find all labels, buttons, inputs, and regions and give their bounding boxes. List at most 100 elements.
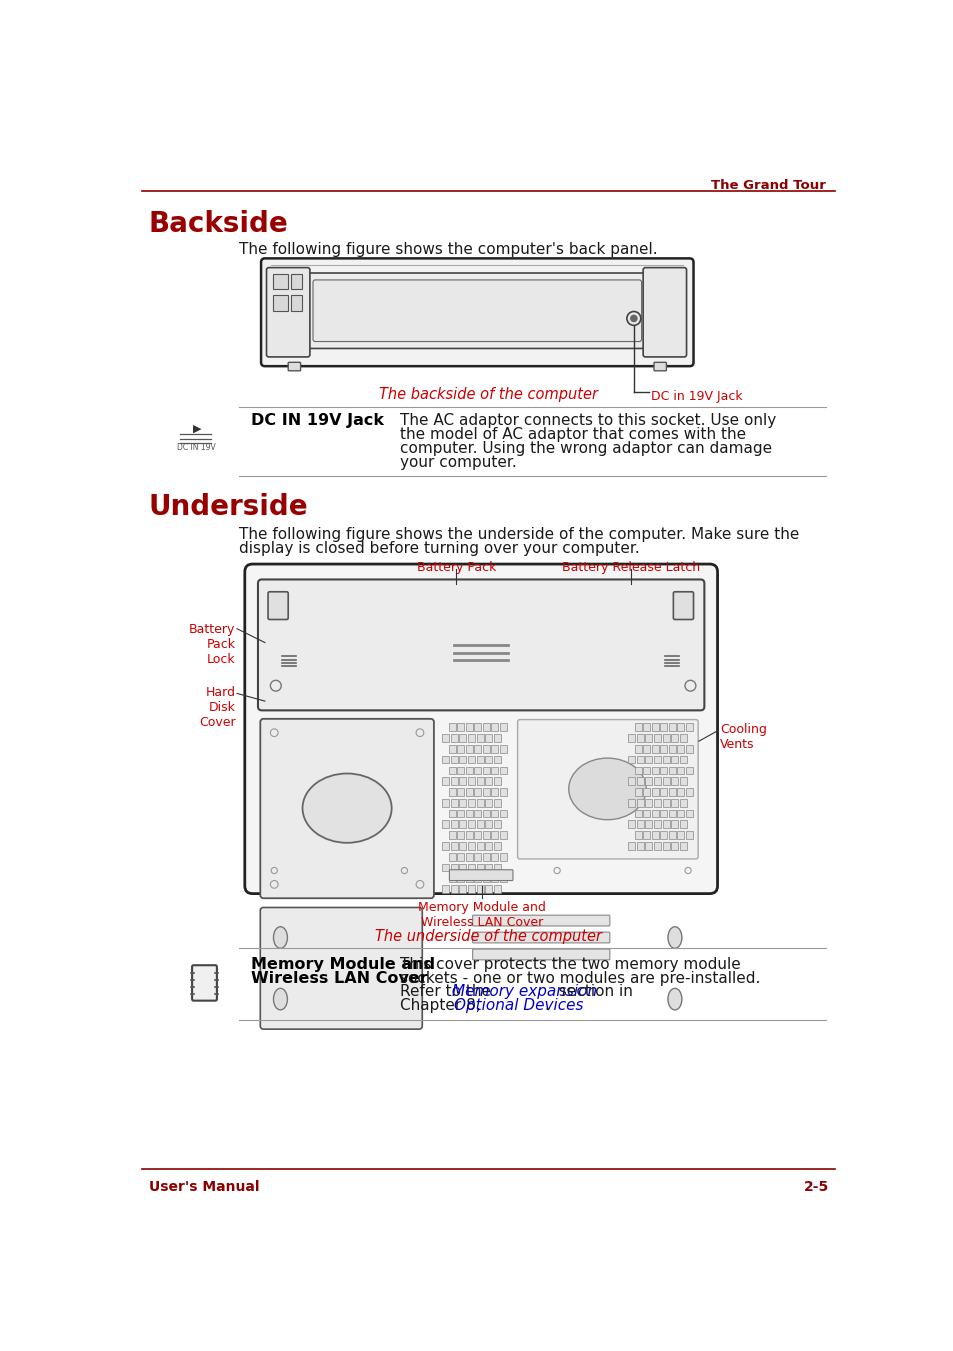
Bar (661, 777, 669, 785)
Bar (642, 788, 649, 796)
Bar (659, 788, 666, 796)
Text: section in: section in (554, 985, 632, 1000)
Bar (459, 777, 466, 785)
Bar (468, 820, 475, 828)
Bar (491, 723, 497, 731)
Bar (654, 777, 660, 785)
Text: The AC adaptor connects to this socket. Use only: The AC adaptor connects to this socket. … (399, 413, 775, 428)
Bar (291, 296, 302, 311)
Text: Memory Module and
Wireless LAN Cover: Memory Module and Wireless LAN Cover (417, 901, 545, 929)
Bar (628, 777, 635, 785)
Text: The following figure shows the underside of the computer. Make sure the: The following figure shows the underside… (239, 527, 799, 542)
Bar (442, 734, 449, 742)
Bar (476, 798, 483, 807)
Bar (459, 755, 466, 763)
Bar (685, 744, 692, 753)
Bar (668, 723, 675, 731)
Bar (491, 831, 497, 839)
Bar (465, 831, 472, 839)
Bar (451, 885, 457, 893)
Text: The Grand Tour: The Grand Tour (710, 180, 825, 192)
Text: Refer to the: Refer to the (399, 985, 496, 1000)
FancyBboxPatch shape (268, 592, 288, 620)
Bar (476, 842, 483, 850)
Text: .: . (544, 998, 549, 1013)
Bar (482, 852, 489, 861)
Bar (677, 809, 683, 817)
Bar (476, 734, 483, 742)
Bar (645, 734, 652, 742)
Bar (468, 863, 475, 871)
Bar (456, 809, 464, 817)
Text: Optional Devices: Optional Devices (454, 998, 583, 1013)
Bar (465, 809, 472, 817)
Bar (491, 852, 497, 861)
Bar (677, 744, 683, 753)
Bar (474, 874, 480, 882)
Bar (474, 852, 480, 861)
Bar (491, 766, 497, 774)
Bar (628, 755, 635, 763)
Bar (654, 842, 660, 850)
Bar (465, 874, 472, 882)
Bar (459, 842, 466, 850)
Bar (634, 831, 641, 839)
FancyBboxPatch shape (472, 915, 609, 925)
Bar (493, 885, 500, 893)
Bar (654, 798, 660, 807)
Bar (468, 842, 475, 850)
Bar (459, 820, 466, 828)
Bar (670, 777, 678, 785)
Bar (659, 744, 666, 753)
Bar (659, 766, 666, 774)
Ellipse shape (667, 927, 681, 948)
Text: display is closed before turning over your computer.: display is closed before turning over yo… (239, 540, 639, 557)
Bar (637, 820, 643, 828)
Bar (493, 820, 500, 828)
Bar (670, 734, 678, 742)
Bar (628, 820, 635, 828)
Bar (493, 798, 500, 807)
FancyBboxPatch shape (313, 280, 641, 342)
Bar (482, 744, 489, 753)
Bar (661, 798, 669, 807)
Bar (484, 798, 492, 807)
Bar (442, 863, 449, 871)
Text: Hard
Disk
Cover: Hard Disk Cover (198, 686, 235, 728)
Bar (499, 874, 506, 882)
Bar (654, 820, 660, 828)
Bar (634, 744, 641, 753)
Bar (685, 766, 692, 774)
Bar (273, 274, 288, 289)
FancyBboxPatch shape (266, 267, 310, 357)
Bar (442, 820, 449, 828)
Bar (448, 744, 456, 753)
Bar (661, 734, 669, 742)
Bar (499, 788, 506, 796)
Ellipse shape (568, 758, 645, 820)
FancyBboxPatch shape (673, 592, 693, 620)
Bar (628, 842, 635, 850)
Bar (451, 734, 457, 742)
Bar (474, 831, 480, 839)
Bar (484, 755, 492, 763)
Bar (448, 831, 456, 839)
Bar (484, 863, 492, 871)
Bar (474, 744, 480, 753)
Text: Chapter 8,: Chapter 8, (399, 998, 485, 1013)
Bar (679, 755, 686, 763)
Text: ▶: ▶ (193, 424, 201, 434)
Text: The underside of the computer: The underside of the computer (375, 929, 601, 944)
Bar (668, 766, 675, 774)
Bar (661, 820, 669, 828)
Bar (499, 831, 506, 839)
Text: your computer.: your computer. (399, 455, 516, 470)
Bar (451, 755, 457, 763)
Bar (442, 755, 449, 763)
Bar (634, 788, 641, 796)
Ellipse shape (667, 989, 681, 1011)
Bar (465, 723, 472, 731)
Bar (642, 809, 649, 817)
Bar (634, 809, 641, 817)
FancyBboxPatch shape (517, 720, 698, 859)
